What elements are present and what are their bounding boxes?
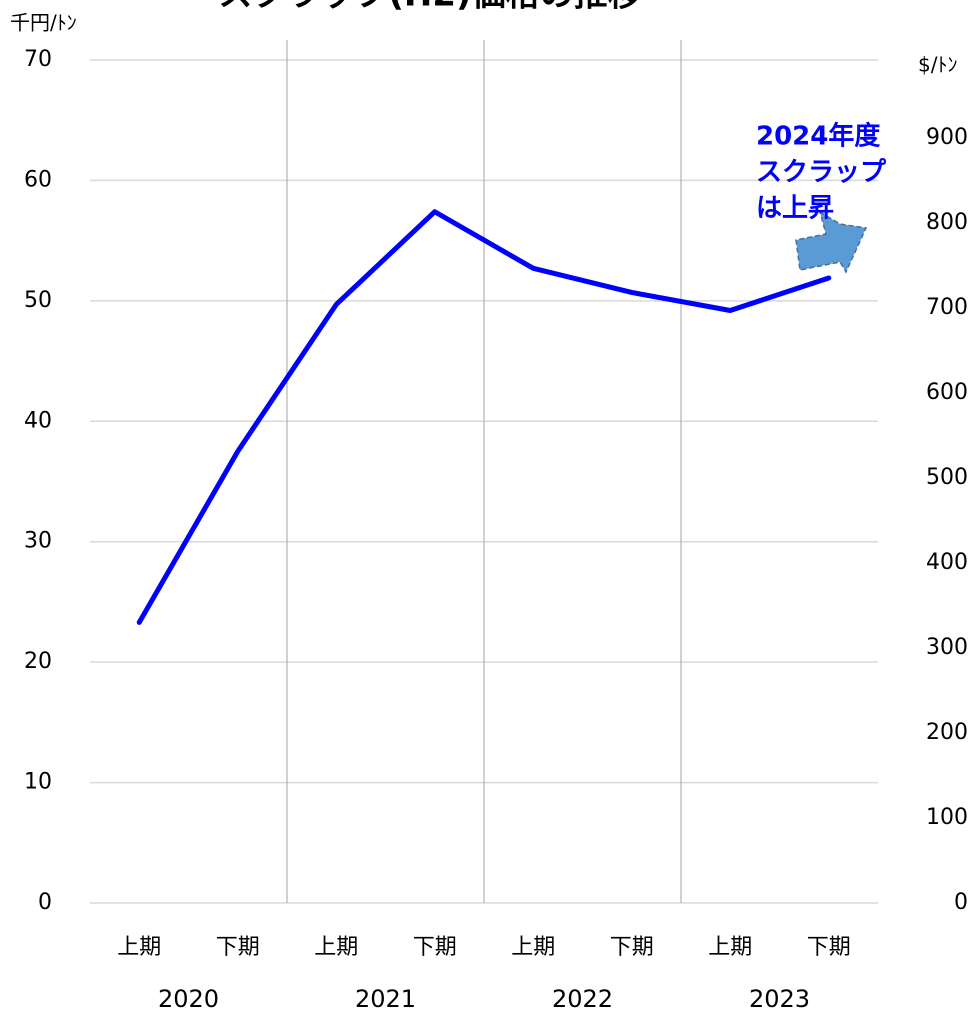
- x-tick-label: 上期: [511, 935, 555, 960]
- y-tick-label: 10: [24, 770, 52, 795]
- annotation: 2024年度: [756, 121, 880, 152]
- data-line: [136, 209, 832, 625]
- y-tick-label: 30: [24, 529, 52, 554]
- y2-tick-label: 0: [954, 890, 968, 915]
- y-tick-label: 40: [24, 408, 52, 433]
- x-tick-label: 上期: [314, 935, 358, 960]
- x-tick-label: 下期: [413, 935, 457, 960]
- y2-tick-label: 400: [926, 550, 968, 575]
- x-tick-label: 上期: [117, 935, 161, 960]
- group-label: 2022: [552, 985, 613, 1013]
- y-tick-label: 60: [24, 167, 52, 192]
- y2-tick-label: 800: [926, 210, 968, 235]
- group-label: 2023: [749, 985, 810, 1013]
- y2-tick-label: 200: [926, 720, 968, 745]
- group-label: 2021: [355, 985, 416, 1013]
- x-tick-label: 上期: [708, 935, 752, 960]
- y2-tick-label: 700: [926, 295, 968, 320]
- y-tick-label: 0: [38, 890, 52, 915]
- y2-tick-label: 300: [926, 635, 968, 660]
- y2-axis-label: $/ﾄﾝ: [918, 53, 957, 77]
- x-tick-label: 下期: [216, 935, 260, 960]
- x-tick-label: 下期: [807, 935, 851, 960]
- annotation: は上昇: [756, 194, 834, 224]
- group-label: 2020: [158, 985, 219, 1013]
- y2-tick-label: 100: [926, 805, 968, 830]
- y-axis-label: 千円/ﾄﾝ: [10, 11, 77, 35]
- y-tick-label: 20: [24, 649, 52, 674]
- y2-tick-label: 900: [926, 125, 968, 150]
- y2-tick-label: 500: [926, 465, 968, 490]
- annotation: スクラップ: [756, 158, 887, 188]
- y-tick-label: 70: [24, 47, 52, 72]
- y-tick-label: 50: [24, 288, 52, 313]
- x-tick-label: 下期: [610, 935, 654, 960]
- y2-tick-label: 600: [926, 380, 968, 405]
- annotation-arrow: [795, 210, 868, 274]
- chart-title: スクラップ(H2)価格の推移: [218, 0, 641, 15]
